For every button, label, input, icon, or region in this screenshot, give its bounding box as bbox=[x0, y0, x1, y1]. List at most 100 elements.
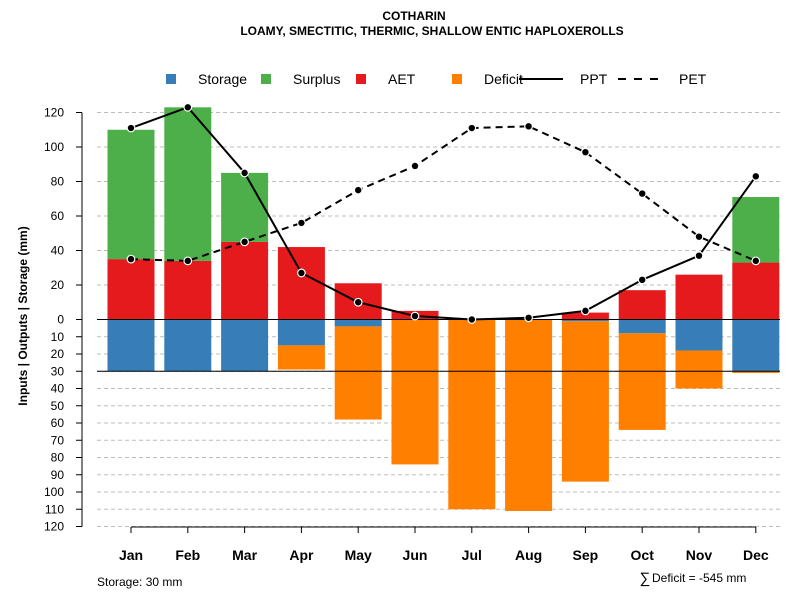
legend-swatch-storage bbox=[166, 74, 176, 84]
x-tick-label-Sep: Sep bbox=[573, 547, 599, 563]
storage-note: Storage: 30 mm bbox=[97, 575, 182, 589]
surplus-bar-Mar bbox=[221, 172, 269, 242]
pet-point-Feb bbox=[183, 256, 193, 266]
ppt-point-Apr bbox=[297, 268, 306, 278]
ppt-point-Aug bbox=[524, 313, 533, 323]
aet-bar-Mar bbox=[221, 241, 269, 320]
storage-bar-Apr bbox=[277, 319, 325, 346]
y-tick-label-top-40: 40 bbox=[51, 244, 65, 258]
surplus-bar-Jan bbox=[107, 129, 155, 260]
legend-label-aet: AET bbox=[388, 71, 416, 87]
series-lines bbox=[126, 102, 761, 324]
chart-title: COTHARIN bbox=[382, 9, 445, 23]
y-axis-label: Inputs | Outputs | Storage (mm) bbox=[16, 226, 30, 405]
deficit-bar-Sep bbox=[561, 321, 609, 482]
deficit-bar-Jul bbox=[448, 319, 496, 510]
x-tick-label-Mar: Mar bbox=[232, 547, 257, 563]
deficit-bar-Oct bbox=[618, 333, 666, 430]
y-tick-label-top-60: 60 bbox=[51, 209, 65, 223]
y-tick-label-bottom-100: 100 bbox=[44, 485, 64, 499]
legend-label-storage: Storage bbox=[198, 71, 247, 87]
ppt-point-Jul bbox=[467, 315, 477, 324]
aet-bar-Oct bbox=[618, 290, 666, 320]
pet-point-Apr bbox=[297, 218, 306, 228]
ppt-point-Mar bbox=[240, 168, 250, 178]
legend-swatch-deficit bbox=[452, 74, 462, 84]
ppt-point-Jun bbox=[410, 311, 420, 321]
pet-point-May bbox=[353, 185, 363, 195]
aet-bar-Sep bbox=[561, 312, 609, 320]
axes: 0 20 40 60 80 100 120 10 20 30 40 50 60 70 80 90 100 110 1… bbox=[44, 106, 769, 564]
x-tick-label-Feb: Feb bbox=[175, 547, 200, 563]
ppt-point-Oct bbox=[637, 275, 647, 285]
storage-bar-Feb bbox=[164, 319, 212, 372]
deficit-bar-Dec bbox=[732, 371, 780, 373]
y-tick-label-top-100: 100 bbox=[44, 140, 64, 154]
ppt-point-Jan bbox=[126, 123, 136, 133]
x-tick-label-Aug: Aug bbox=[515, 547, 542, 563]
deficit-bar-Jun bbox=[391, 319, 439, 465]
storage-bar-Oct bbox=[618, 319, 666, 334]
pet-point-Jul bbox=[467, 123, 477, 133]
ppt-point-Dec bbox=[751, 171, 761, 181]
storage-bar-Mar bbox=[221, 319, 269, 372]
x-tick-label-Jul: Jul bbox=[462, 547, 482, 563]
pet-point-Jan bbox=[126, 254, 136, 264]
deficit-note: Deficit = -545 mm bbox=[652, 571, 746, 585]
legend-swatch-aet bbox=[356, 74, 366, 84]
pet-point-Sep bbox=[581, 147, 590, 157]
x-tick-label-Jun: Jun bbox=[403, 547, 428, 563]
storage-bar-Nov bbox=[675, 319, 723, 351]
ppt-point-May bbox=[353, 297, 363, 307]
deficit-bar-Aug bbox=[505, 319, 553, 511]
y-tick-label-top-120: 120 bbox=[44, 106, 64, 120]
y-tick-label-bottom-40: 40 bbox=[51, 382, 65, 396]
ppt-point-Nov bbox=[694, 251, 704, 261]
deficit-bar-May bbox=[334, 326, 382, 420]
aet-bar-Apr bbox=[277, 247, 325, 320]
y-tick-label-bottom-90: 90 bbox=[51, 468, 65, 482]
storage-bar-Sep bbox=[561, 319, 609, 322]
legend: Storage Surplus AET Deficit PPT PET bbox=[166, 71, 707, 87]
x-tick-label-Dec: Dec bbox=[743, 547, 769, 563]
x-tick-label-Apr: Apr bbox=[289, 547, 314, 563]
ppt-line bbox=[130, 106, 757, 321]
legend-label-pet: PET bbox=[679, 71, 707, 87]
x-tick-label-May: May bbox=[345, 547, 372, 563]
pet-point-Aug bbox=[524, 121, 533, 131]
y-tick-label-top-0: 0 bbox=[57, 313, 64, 327]
y-tick-label-bottom-50: 50 bbox=[51, 399, 65, 413]
surplus-bar-Dec bbox=[732, 197, 780, 263]
y-tick-label-bottom-30: 30 bbox=[51, 364, 65, 378]
y-tick-label-bottom-70: 70 bbox=[51, 433, 65, 447]
pet-point-Mar bbox=[240, 237, 250, 247]
sum-symbol: ∑ bbox=[640, 570, 651, 587]
x-tick-label-Jan: Jan bbox=[119, 547, 143, 563]
surplus-bar-Feb bbox=[164, 107, 212, 261]
aet-bar-Nov bbox=[675, 274, 723, 320]
ppt-point-Feb bbox=[183, 102, 193, 112]
pet-point-Jun bbox=[410, 161, 420, 171]
y-tick-label-bottom-110: 110 bbox=[45, 502, 64, 516]
aet-bar-Feb bbox=[164, 260, 212, 320]
storage-bar-Dec bbox=[732, 319, 780, 372]
legend-label-ppt: PPT bbox=[580, 71, 608, 87]
x-tick-label-Oct: Oct bbox=[631, 547, 655, 563]
storage-bar-May bbox=[334, 319, 382, 327]
pet-line bbox=[130, 125, 757, 262]
y-tick-label-top-20: 20 bbox=[51, 278, 65, 292]
y-tick-label-bottom-120: 120 bbox=[44, 520, 64, 534]
y-tick-label-bottom-80: 80 bbox=[51, 451, 65, 465]
y-tick-label-top-80: 80 bbox=[51, 175, 65, 189]
y-tick-label-bottom-10: 10 bbox=[51, 330, 65, 344]
x-tick-label-Nov: Nov bbox=[686, 547, 713, 563]
legend-label-deficit: Deficit bbox=[484, 71, 523, 87]
chart-subtitle: LOAMY, SMECTITIC, THERMIC, SHALLOW ENTIC… bbox=[240, 24, 623, 38]
pet-point-Nov bbox=[694, 232, 704, 242]
ppt-point-Sep bbox=[581, 306, 590, 316]
deficit-bar-Apr bbox=[277, 345, 325, 370]
y-tick-label-bottom-60: 60 bbox=[51, 416, 65, 430]
pet-point-Dec bbox=[751, 256, 761, 266]
legend-label-surplus: Surplus bbox=[293, 71, 340, 87]
